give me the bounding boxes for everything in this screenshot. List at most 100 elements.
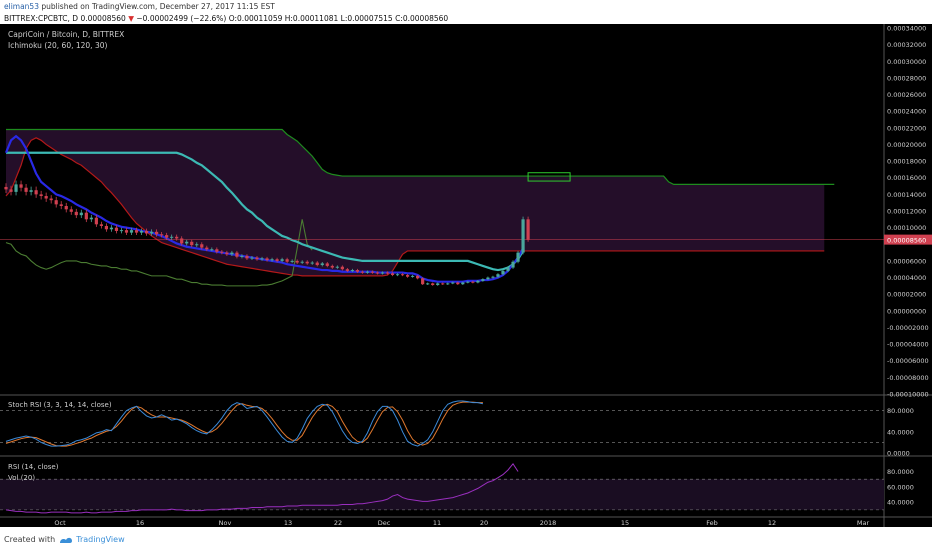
rsi-pane[interactable]: 80.0000 60.0000 40.0000 [0,462,914,514]
candle [114,227,119,231]
candle [340,266,344,270]
x-tick-label: 2018 [540,519,557,527]
y-tick-label: 0.00010000 [887,224,926,232]
chart-canvas[interactable]: 0.00034000 0.00032000 0.00030000 0.00028000… [0,24,932,527]
main-price-pane[interactable]: 0.00034000 0.00032000 0.00030000 0.00028000… [0,24,932,527]
tenkan-sen [4,134,525,283]
candle [285,259,289,262]
candle [79,212,83,216]
candle [265,258,269,261]
candle [240,255,244,257]
publish-info: published on TradingView.com, December 2… [38,2,275,11]
candle [215,249,219,252]
x-tick-label: 22 [334,519,342,527]
y-tick-label: 0.00014000 [887,191,926,199]
down-arrow-icon: ▼ [128,14,134,23]
stoch-rsi-pane[interactable]: 80.0000 40.0000 0.0000 [0,400,914,458]
candle [245,255,249,259]
candle [491,276,495,278]
candle [461,282,465,285]
candle [230,252,234,255]
candle [250,257,254,259]
vol-label: Vol (20) [8,474,35,482]
y-tick-label: -0.00008000 [887,374,929,382]
candle [280,259,284,261]
candle [275,259,279,261]
candle [526,219,530,240]
y-tick-label: -0.00002000 [887,324,929,332]
last-price-label: 0.00008560 [887,237,926,245]
senkou-span-b [5,137,825,277]
candle [350,270,354,272]
footer: Created with TradingView [0,530,932,550]
stoch-y-tick: 80.0000 [887,407,914,415]
y-tick-label: 0.00020000 [887,141,926,149]
rsi-y-tick: 60.0000 [887,483,914,491]
candle [119,230,124,232]
candle [511,261,515,268]
candle [69,209,73,212]
candle [486,277,490,280]
candle [416,275,420,279]
candle [29,190,33,192]
candle [124,230,129,233]
candle [89,217,93,220]
candle [64,206,68,210]
author-link[interactable]: eliman53 [4,2,39,11]
candle [295,260,299,263]
rsi-band-fill [0,479,884,510]
candle [104,225,108,230]
candle [506,267,510,271]
candle [94,217,98,225]
candle [210,249,214,251]
ichimoku-cloud [6,129,825,276]
candle [315,262,319,266]
high-value: H:0.00011081 [284,14,339,23]
candle [406,275,410,277]
candle [165,235,169,238]
tradingview-link[interactable]: TradingView [76,535,125,544]
candle [220,251,224,253]
candle [74,211,78,216]
candle [185,241,189,244]
candle [496,274,500,277]
candle [335,266,339,268]
close-value: C:0.00008560 [395,14,449,23]
stoch-k-line [5,400,484,447]
candle [411,275,415,277]
candle [49,198,53,201]
candle [441,283,445,285]
candle [109,227,114,230]
publish-header: eliman53 published on TradingView.com, D… [0,0,932,13]
candle [310,262,314,264]
x-tick-label: Feb [706,519,718,527]
rsi-label: RSI (14, close) [8,463,59,471]
rsi-line [5,462,519,514]
candle [516,252,520,262]
candle [225,252,229,255]
candle [54,200,58,205]
candle [400,274,405,276]
candle [44,196,48,199]
candle [446,283,450,285]
x-tick-label: Oct [54,519,66,527]
candle [84,212,88,220]
candle [19,184,23,188]
y-tick-label: 0.00002000 [887,291,926,299]
y-tick-label: 0.00026000 [887,91,926,99]
x-tick-label: 13 [284,519,292,527]
candle [436,283,440,286]
y-tick-label: 0.00004000 [887,274,926,282]
candle [160,234,164,236]
candle [290,260,294,262]
y-tick-label: 0.00006000 [887,257,926,265]
y-tick-label: 0.00024000 [887,108,926,116]
candle [4,186,8,190]
candle [431,283,435,286]
x-tick-label: Mar [857,519,870,527]
candle [134,230,139,233]
last-price-tag [884,234,932,245]
stoch-rsi-label: Stoch RSI (3, 3, 14, 14, close) [8,401,112,409]
kijun-sen [6,151,525,272]
candle [200,244,204,248]
